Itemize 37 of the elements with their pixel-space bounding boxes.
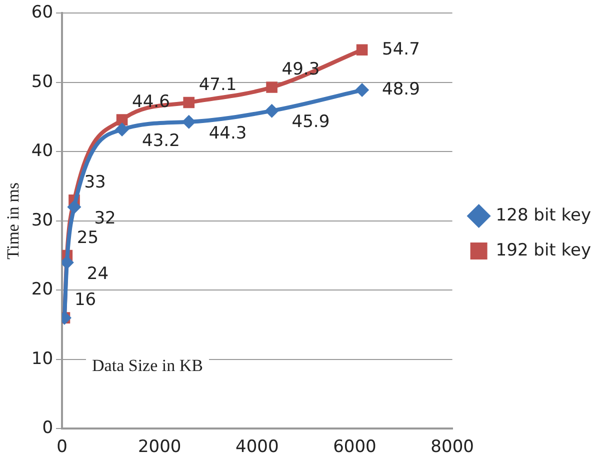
data-label: 54.7 [382, 39, 420, 60]
x-tick-label: 6000 [333, 437, 376, 458]
point [115, 122, 130, 137]
data-label: 45.9 [292, 112, 330, 132]
y-tick-label: 60 [31, 2, 54, 23]
y-tick-label: 10 [31, 348, 54, 369]
data-label: 48.9 [382, 79, 420, 100]
y-axis-title: Time in ms [4, 182, 23, 260]
x-axis-title: Data Size in KB [86, 356, 209, 376]
data-label: 16 [74, 290, 96, 310]
point [116, 114, 128, 126]
y-tick-label: 50 [31, 72, 54, 92]
data-label: 24 [86, 264, 109, 284]
point [355, 83, 370, 98]
x-tick-label: 8000 [430, 437, 474, 458]
point [264, 104, 279, 118]
y-tick-label: 0 [42, 418, 54, 438]
data-label: 33 [84, 172, 106, 193]
legend-label: 192 bit key [496, 240, 592, 260]
y-tick-label: 30 [31, 210, 54, 230]
legend-label: 128 bit key [496, 205, 592, 226]
data-label: 32 [94, 208, 116, 228]
point [356, 44, 368, 56]
y-tick-label: 40 [31, 141, 54, 162]
data-label: 47.1 [198, 74, 237, 95]
point [182, 114, 196, 129]
x-tick-label: 2000 [138, 437, 182, 458]
data-label: 43.2 [142, 130, 180, 151]
x-tick-label: 0 [56, 437, 68, 458]
point [266, 82, 278, 93]
data-label: 49.3 [282, 60, 320, 80]
point [67, 200, 82, 214]
y-tick-label: 20 [31, 280, 54, 300]
x-tick-label: 4000 [236, 437, 279, 458]
data-label: 44.3 [208, 123, 247, 144]
point [183, 96, 195, 108]
data-label: 25 [76, 228, 99, 248]
